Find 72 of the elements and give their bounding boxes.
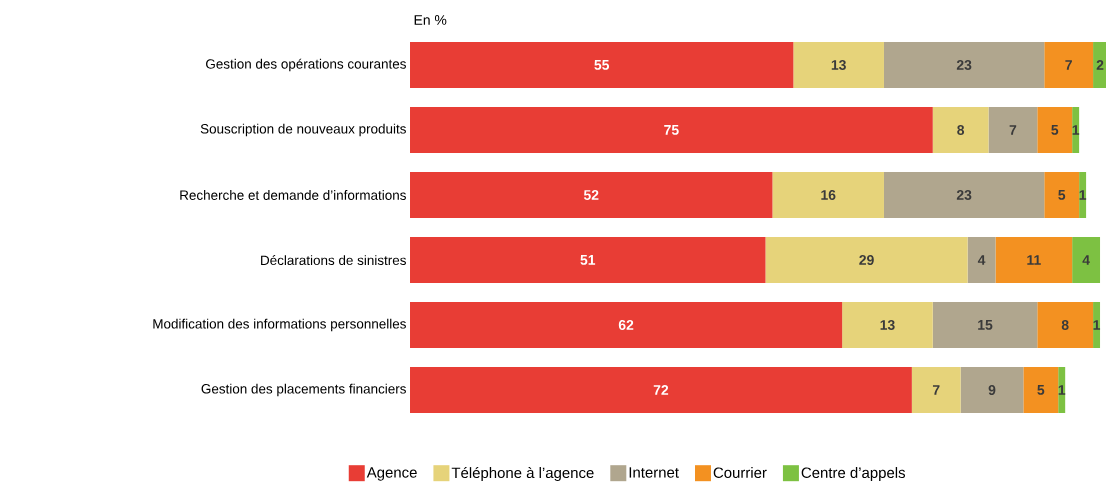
- bar: [1072, 106, 1080, 153]
- data-label: 55: [594, 60, 610, 70]
- bar: [772, 171, 884, 218]
- bar: [765, 236, 968, 283]
- data-label: 1: [1079, 190, 1087, 200]
- y-tick-label: Recherche et demande d’informations: [180, 190, 406, 200]
- bar: [410, 366, 912, 413]
- data-label: 7: [1009, 125, 1017, 135]
- data-label: 9: [988, 385, 996, 395]
- bar: [960, 366, 1024, 413]
- bar: [932, 301, 1038, 348]
- legend-label: Centre d’appels: [801, 467, 906, 481]
- data-label: 51: [580, 255, 596, 265]
- data-label: 7: [932, 385, 940, 395]
- y-tick-label: Modification des informations personnelles: [153, 318, 406, 332]
- data-label: 52: [583, 190, 599, 200]
- data-label: 11: [1027, 255, 1041, 265]
- data-label: 62: [618, 320, 634, 330]
- bar: [932, 106, 989, 153]
- bar: [995, 236, 1073, 283]
- bar: [410, 236, 766, 283]
- bar: [1023, 366, 1059, 413]
- data-label: 8: [957, 125, 965, 135]
- bar: [883, 41, 1045, 88]
- bar: [842, 301, 933, 348]
- bar: [410, 301, 843, 348]
- data-label: 1: [1058, 385, 1066, 395]
- bar: [1058, 366, 1066, 413]
- y-tick-label: Déclarations de sinistres: [261, 254, 406, 265]
- data-label: 4: [977, 255, 986, 265]
- bar: [1093, 301, 1101, 348]
- bar: [410, 171, 773, 218]
- data-label: 1: [1093, 320, 1101, 330]
- data-label: 8: [1061, 320, 1069, 330]
- data-label: 13: [831, 60, 846, 70]
- bar: [410, 106, 933, 153]
- y-tick-label: Gestion des opérations courantes: [206, 58, 406, 72]
- data-label: 4: [1082, 255, 1090, 265]
- bar: [1037, 301, 1094, 348]
- data-label: 5: [1051, 125, 1059, 135]
- y-tick-label: Souscription de nouveaux produits: [200, 123, 406, 137]
- data-label: 7: [1065, 60, 1072, 70]
- legend-label: Internet: [629, 467, 679, 478]
- bar: [883, 171, 1045, 218]
- data-label: 23: [956, 60, 972, 70]
- data-label: 1: [1072, 125, 1080, 135]
- bar: [1079, 171, 1087, 218]
- data-label: 15: [978, 320, 993, 330]
- data-label: 5: [1037, 385, 1045, 395]
- y-tick-label: Gestion des placements financiers: [201, 383, 406, 397]
- legend-label: Agence: [366, 467, 417, 481]
- bar: [1093, 41, 1106, 88]
- legend-label: Courrier: [713, 467, 767, 478]
- bar: [988, 106, 1038, 153]
- bar: [1072, 236, 1101, 283]
- data-label: 75: [664, 125, 679, 135]
- bar: [410, 41, 794, 88]
- data-label: 2: [1096, 60, 1104, 70]
- text: En %: [414, 15, 447, 25]
- data-label: 72: [653, 385, 669, 395]
- data-label: 5: [1058, 190, 1066, 200]
- data-label: 13: [880, 320, 895, 330]
- bar: [967, 236, 996, 283]
- bar: [1037, 106, 1073, 153]
- bar: [1044, 171, 1080, 218]
- bar: [793, 41, 884, 88]
- data-label: 23: [956, 190, 972, 200]
- bar: [1044, 41, 1094, 88]
- bar: [911, 366, 961, 413]
- data-label: 16: [821, 190, 836, 200]
- data-label: 29: [859, 255, 874, 265]
- legend-label: Téléphone à l’agence: [451, 466, 594, 482]
